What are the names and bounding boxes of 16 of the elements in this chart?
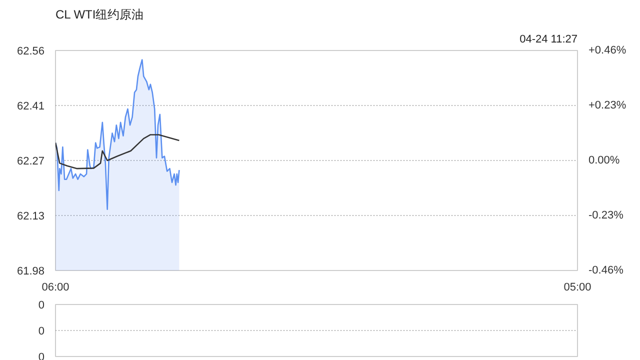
y2-tick-label: +0.46% bbox=[588, 44, 626, 56]
y-tick-label: 61.98 bbox=[16, 266, 45, 278]
y2-tick-label: -0.23% bbox=[588, 210, 624, 222]
x-tick-label: 06:00 bbox=[42, 282, 70, 294]
y-tick-label: 62.41 bbox=[16, 100, 45, 112]
y-tick-label: 62.13 bbox=[16, 210, 45, 222]
text: 04-24 11:27 bbox=[520, 34, 578, 46]
y-tick-label: 62.56 bbox=[16, 46, 45, 58]
y2-tick-label: 0.00% bbox=[588, 154, 620, 166]
y2-tick-label: -0.46% bbox=[588, 264, 624, 276]
text: 0 bbox=[38, 300, 45, 312]
y2-tick-label: +0.23% bbox=[588, 100, 626, 112]
y-tick-label: 62.27 bbox=[16, 156, 45, 168]
chart-title: CL WTI纽约原油 bbox=[56, 8, 144, 22]
text: 0 bbox=[38, 326, 45, 338]
x-tick-label: 05:00 bbox=[564, 282, 592, 294]
